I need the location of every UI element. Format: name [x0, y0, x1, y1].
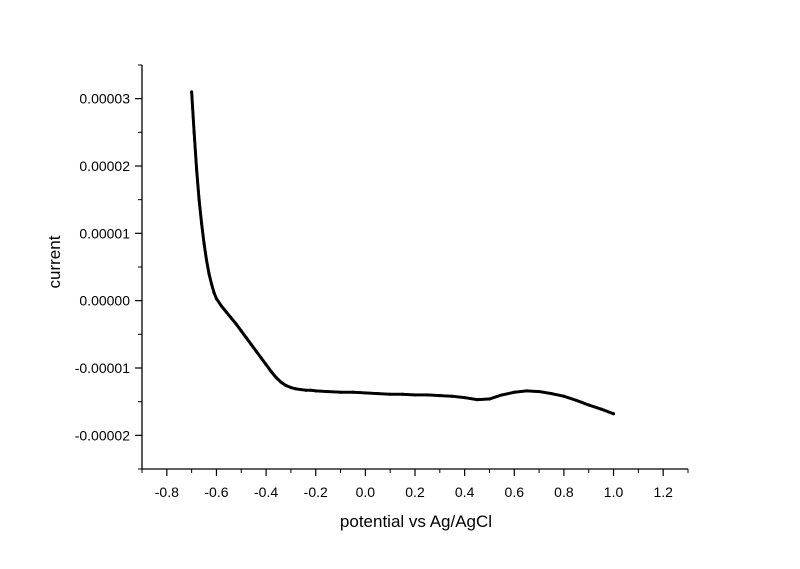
x-tick-label: -0.8 [155, 484, 179, 500]
series-layer [190, 90, 616, 416]
x-tick-label: -0.6 [204, 484, 228, 500]
x-tick-label: -0.4 [254, 484, 278, 500]
y-axis-label: current [45, 235, 64, 288]
x-tick-label: -0.2 [304, 484, 328, 500]
x-axis-label: potential vs Ag/AgCl [340, 512, 492, 531]
x-tick-label: 1.2 [653, 484, 673, 500]
x-tick-label: 0.8 [554, 484, 574, 500]
y-tick-label: 0.00001 [79, 225, 130, 241]
y-tick-label: -0.00001 [75, 360, 130, 376]
data-point [611, 412, 616, 416]
y-tick-label: -0.00002 [75, 427, 130, 443]
y-tick-label: 0.00002 [79, 158, 130, 174]
y-tick-label: 0.00003 [79, 91, 130, 107]
x-tick-label: 0.2 [405, 484, 425, 500]
x-tick-label: 0.4 [455, 484, 475, 500]
y-tick-label: 0.00000 [79, 293, 130, 309]
x-tick-label: 0.0 [356, 484, 376, 500]
axes: -0.8 -0.6 -0.4 -0.2 0.0 0.2 0.4 0.6 0.8 1.0 1.2 -0.… [75, 64, 689, 500]
x-tick-label: 1.0 [604, 484, 624, 500]
x-tick-label: 0.6 [505, 484, 525, 500]
